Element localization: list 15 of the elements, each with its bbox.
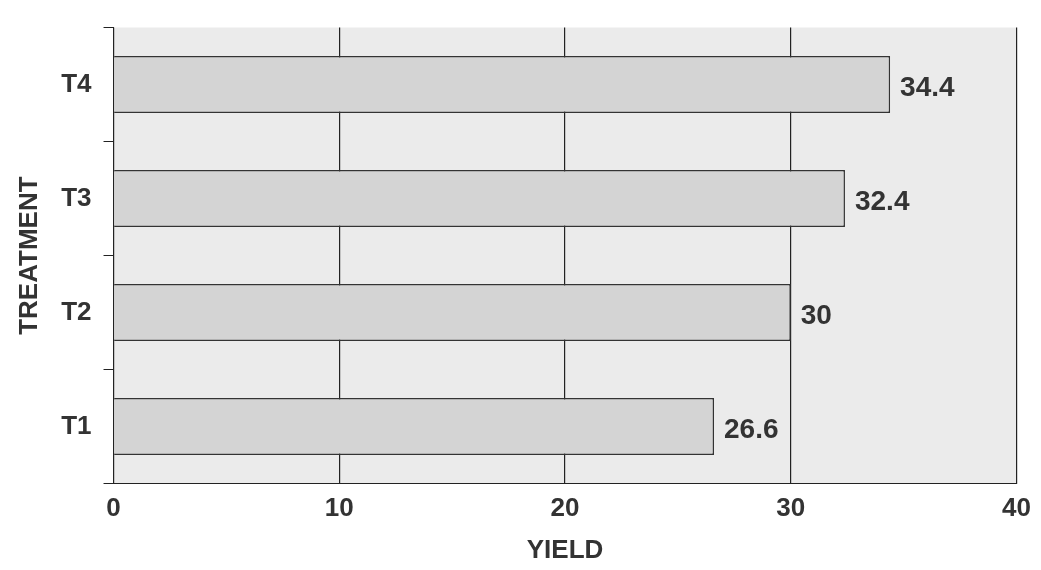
x-tick-label: 10	[324, 492, 354, 523]
x-tick-label: 30	[776, 492, 806, 523]
x-axis-title: YIELD	[526, 533, 604, 564]
y-tick-label: T3	[61, 181, 92, 212]
y-tick-label: T1	[61, 409, 92, 440]
x-tick-label: 0	[106, 492, 121, 523]
x-tick-label: 40	[1002, 492, 1031, 523]
y-axis-title: TREATMENT	[12, 176, 43, 335]
y-tick-label: T4	[61, 67, 93, 98]
y-tick-label: T2	[61, 295, 92, 326]
x-tick-label: 20	[550, 492, 580, 523]
data-label: 32.4	[854, 185, 910, 217]
data-label: 30	[800, 299, 832, 331]
data-label: 26.6	[724, 413, 779, 445]
data-label: 34.4	[900, 71, 956, 103]
